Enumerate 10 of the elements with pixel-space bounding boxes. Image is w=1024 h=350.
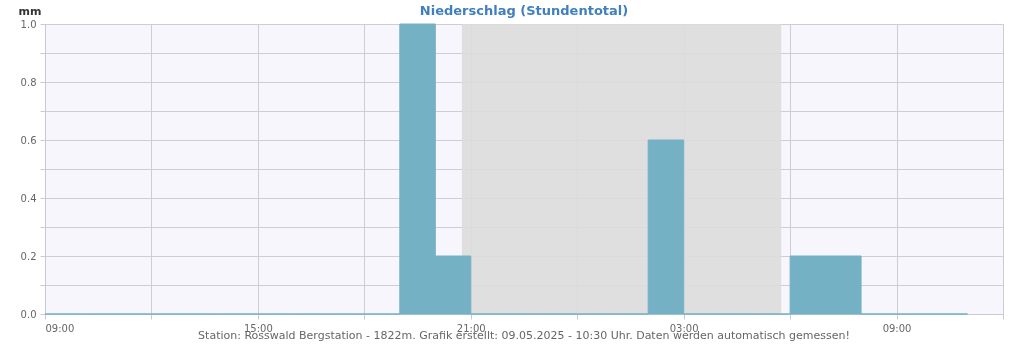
chart-title: Niederschlag (Stundentotal) xyxy=(419,3,629,18)
y-tick-label: 0.4 xyxy=(20,192,37,204)
x-tick-label: 09:00 xyxy=(882,322,912,334)
y-tick-label: 1.0 xyxy=(20,18,37,30)
y-tick-label: 0.2 xyxy=(20,250,37,262)
y-axis-title: mm xyxy=(18,4,42,18)
y-tick-label: 0.0 xyxy=(20,308,37,320)
x-tick-label: 09:00 xyxy=(45,322,75,334)
y-tick-label: 0.6 xyxy=(20,134,37,146)
y-tick-label: 0.8 xyxy=(20,76,37,88)
